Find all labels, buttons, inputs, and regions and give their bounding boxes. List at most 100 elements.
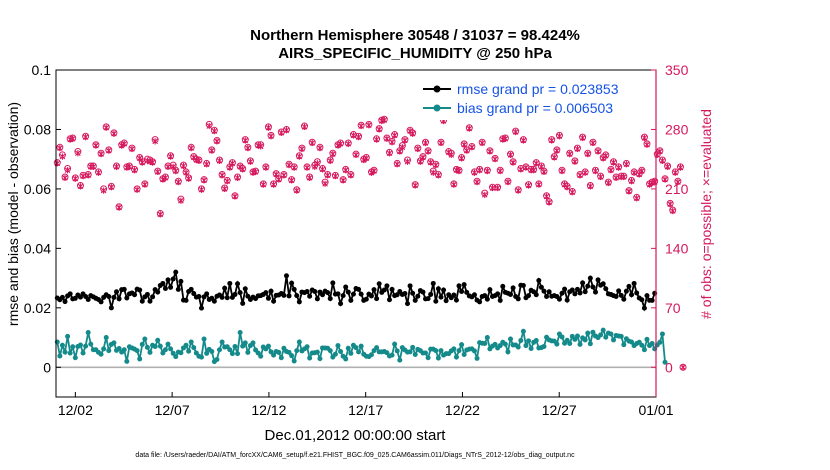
obs-evaluated-point (366, 122, 372, 129)
x-tick-label: 12/12 (251, 402, 286, 418)
obs-evaluated-point (353, 151, 359, 159)
rmse-point (304, 288, 310, 294)
obs-evaluated-point (463, 147, 470, 154)
rmse-point (232, 291, 238, 297)
obs-evaluated-point (288, 177, 295, 184)
x-tick-label: 12/07 (155, 402, 190, 418)
obs-evaluated-point (623, 161, 630, 168)
obs-evaluated-point (229, 160, 236, 167)
bias-point (229, 351, 235, 357)
bias-point (227, 347, 233, 353)
rmse-point (592, 289, 598, 295)
obs-evaluated-point (438, 139, 444, 147)
obs-evaluated-point (121, 140, 128, 148)
obs-evaluated-point (510, 159, 516, 166)
obs-evaluated-point (100, 187, 107, 194)
rmse-point (358, 291, 364, 297)
rmse-point (281, 292, 287, 298)
obs-evaluated-point (116, 204, 122, 211)
obs-evaluated-point (252, 168, 259, 176)
obs-evaluated-point (360, 156, 367, 164)
bias-point (217, 347, 223, 353)
obs-evaluated-point (62, 174, 68, 181)
obs-evaluated-point (281, 172, 287, 179)
obs-evaluated-point (502, 135, 509, 142)
rmse-point (343, 284, 349, 290)
rmse-point (340, 293, 346, 299)
obs-evaluated-point (394, 161, 400, 168)
obs-evaluated-point (185, 175, 192, 182)
rmse-point (616, 288, 622, 294)
rmse-point (327, 296, 333, 302)
bias-point (471, 348, 477, 354)
rmse-point (533, 292, 539, 298)
rmse-point (356, 286, 362, 292)
rmse-point (265, 295, 271, 301)
rmse-point (471, 292, 477, 298)
rmse-point (289, 280, 295, 286)
bias-point (461, 351, 467, 357)
rmse-point (556, 296, 562, 302)
rmse-point (312, 288, 318, 294)
obs-evaluated-point (664, 163, 671, 170)
obs-evaluated-point (628, 178, 635, 185)
obs-evaluated-point (479, 139, 485, 147)
obs-evaluated-point (484, 167, 491, 175)
rmse-point (402, 291, 408, 297)
obs-evaluated-point (232, 193, 238, 200)
obs-evaluated-point (556, 133, 563, 140)
obs-evaluated-point (621, 173, 627, 181)
bias-point (116, 346, 122, 352)
bias-point (554, 341, 560, 347)
rmse-point (124, 295, 130, 301)
obs-evaluated-point (95, 169, 102, 176)
bias-point (520, 328, 526, 334)
rmse-point (580, 280, 586, 286)
obs-evaluated-point (548, 137, 555, 144)
bias-point (317, 356, 323, 362)
bias-point (144, 344, 150, 350)
bias-point (397, 357, 403, 363)
bias-point (659, 331, 665, 337)
obs-evaluated-point (270, 181, 277, 188)
obs-evaluated-point (451, 181, 457, 188)
obs-evaluated-point (564, 184, 570, 191)
obs-evaluated-point (111, 130, 117, 137)
rmse-point (283, 273, 289, 279)
obs-evaluated-point (126, 163, 133, 170)
obs-evaluated-point (299, 145, 305, 153)
obs-evaluated-point (409, 130, 416, 137)
rmse-point (67, 291, 73, 297)
bias-point (407, 349, 413, 355)
rmse-point (438, 294, 444, 300)
obs-evaluated-point (448, 151, 455, 159)
obs-evaluated-point (90, 163, 97, 170)
obs-evaluated-point (546, 199, 552, 206)
obs-evaluated-point (296, 153, 303, 160)
bias-point (139, 341, 145, 347)
obs-evaluated-point (376, 126, 382, 133)
obs-evaluated-point (662, 176, 668, 183)
rmse-point (600, 281, 606, 287)
bias-point (178, 350, 184, 356)
obs-evaluated-point (646, 181, 653, 188)
rmse-point (62, 299, 68, 305)
x-tick-label: 12/17 (348, 402, 383, 418)
bias-point (155, 337, 161, 343)
obs-evaluated-point (172, 167, 179, 175)
rmse-point (108, 305, 114, 311)
rmse-point (363, 296, 369, 302)
obs-evaluated-point (657, 148, 663, 155)
bias-point (657, 339, 663, 345)
legend-swatches (423, 85, 451, 112)
bias-point (235, 351, 241, 357)
obs-evaluated-point (314, 160, 321, 167)
obs-evaluated-point (82, 133, 89, 141)
bias-point (438, 348, 444, 354)
obs-evaluated-point (265, 124, 272, 131)
obs-evaluated-point (291, 164, 297, 171)
rmse-point (121, 286, 127, 292)
bias-point (567, 340, 573, 346)
rmse-point (132, 292, 138, 298)
bias-point (245, 349, 251, 355)
